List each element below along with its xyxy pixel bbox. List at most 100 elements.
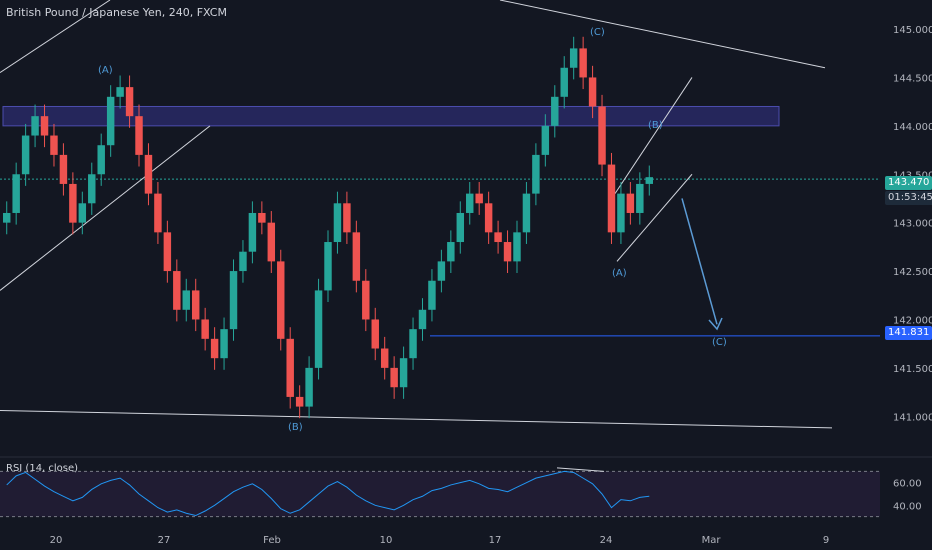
candle-body bbox=[78, 203, 87, 223]
projection-arrow bbox=[681, 198, 718, 325]
candle-body bbox=[513, 232, 521, 262]
candle-body bbox=[239, 251, 247, 272]
candle-body bbox=[371, 319, 379, 349]
projection-arrowhead bbox=[708, 317, 723, 331]
candle-body bbox=[305, 367, 313, 407]
candle-body bbox=[267, 222, 276, 262]
wedge-top bbox=[614, 77, 693, 194]
candle-body bbox=[626, 193, 635, 213]
price-badge: 143.470 bbox=[885, 176, 932, 190]
candle-body bbox=[154, 193, 162, 233]
candle-body bbox=[182, 290, 190, 310]
candle-body bbox=[50, 135, 58, 155]
candle-body bbox=[380, 348, 389, 368]
x-tick-label: 20 bbox=[50, 535, 63, 546]
candle-body bbox=[390, 367, 398, 388]
candle-body bbox=[277, 261, 285, 339]
candle-body bbox=[116, 87, 124, 97]
candle-body bbox=[645, 177, 653, 184]
candle-body bbox=[125, 87, 134, 117]
candle-body bbox=[522, 193, 531, 233]
wave-label: (B) bbox=[648, 120, 663, 131]
y-tick-label: 143.500 bbox=[893, 170, 932, 181]
candle-body bbox=[418, 309, 427, 330]
candle-body bbox=[258, 212, 266, 223]
y-tick-label: 141.500 bbox=[893, 364, 932, 375]
x-tick-label: 17 bbox=[489, 535, 502, 546]
candle-body bbox=[560, 67, 568, 97]
candle-body bbox=[437, 261, 446, 281]
candle-body bbox=[541, 125, 550, 155]
y-tick-label: 144.500 bbox=[893, 73, 932, 84]
candle-body bbox=[248, 212, 257, 252]
rsi-tick-label: 60.00 bbox=[893, 479, 922, 490]
wave-label: (C) bbox=[712, 337, 727, 348]
lower-trendline bbox=[0, 409, 833, 429]
y-tick-label: 145.000 bbox=[893, 25, 932, 36]
x-tick-label: Mar bbox=[702, 535, 722, 546]
candle-body bbox=[144, 154, 153, 194]
candle-body bbox=[447, 242, 455, 262]
candle-body bbox=[201, 319, 209, 339]
candle-body bbox=[598, 106, 606, 165]
left-channel-top bbox=[0, 0, 111, 74]
y-tick-label: 142.000 bbox=[893, 315, 932, 326]
left-channel-bottom bbox=[0, 125, 211, 291]
candle-body bbox=[97, 145, 105, 175]
x-tick-label: Feb bbox=[263, 535, 281, 546]
candle-body bbox=[88, 174, 96, 204]
candle-body bbox=[607, 164, 616, 233]
candle-body bbox=[617, 193, 625, 233]
candle-body bbox=[409, 329, 417, 359]
candle-body bbox=[173, 271, 181, 310]
upper-trendline bbox=[499, 0, 826, 69]
candle-body bbox=[428, 280, 436, 310]
x-tick-label: 9 bbox=[823, 535, 829, 546]
candle-body bbox=[456, 212, 465, 243]
candle-body bbox=[12, 174, 20, 213]
candle-body bbox=[333, 203, 342, 243]
candle-body bbox=[59, 154, 68, 184]
candle-body bbox=[31, 116, 39, 136]
rsi-line bbox=[6, 470, 650, 517]
candle-body bbox=[588, 77, 597, 107]
wedge-bottom bbox=[616, 173, 693, 262]
candle-body bbox=[69, 183, 77, 223]
wave-label: (B) bbox=[288, 422, 303, 433]
rsi-tick-label: 40.00 bbox=[893, 501, 922, 512]
candle-body bbox=[636, 183, 644, 213]
candle-body bbox=[362, 280, 370, 320]
candle-body bbox=[475, 193, 483, 204]
candle-body bbox=[295, 396, 304, 407]
candle-body bbox=[569, 48, 578, 68]
y-tick-label: 141.000 bbox=[893, 412, 932, 423]
candle-body bbox=[503, 242, 512, 262]
candle-body bbox=[106, 96, 115, 146]
candle-body bbox=[163, 232, 172, 272]
candle-body bbox=[466, 193, 474, 213]
resistance-zone bbox=[2, 105, 780, 127]
candle-body bbox=[220, 329, 228, 359]
price-axis bbox=[880, 0, 932, 550]
candle-body bbox=[3, 212, 11, 223]
candle-body bbox=[40, 116, 49, 136]
x-tick-label: 10 bbox=[380, 535, 393, 546]
candle-body bbox=[399, 358, 408, 388]
candle-body bbox=[191, 290, 200, 320]
candle-body bbox=[229, 271, 238, 330]
candle-body bbox=[21, 135, 30, 175]
candle-body bbox=[135, 116, 143, 155]
candle-body bbox=[286, 338, 294, 397]
candle-body bbox=[314, 290, 323, 368]
candle-body bbox=[532, 154, 540, 194]
candle-body bbox=[210, 338, 219, 359]
y-tick-label: 142.500 bbox=[893, 267, 932, 278]
candle-body bbox=[343, 203, 351, 233]
candle-body bbox=[484, 203, 493, 233]
wave-label: (A) bbox=[98, 65, 113, 76]
chart-title: British Pound / Japanese Yen, 240, FXCM bbox=[6, 6, 227, 19]
candle-body bbox=[494, 232, 502, 243]
rsi-label: RSI (14, close) bbox=[6, 463, 79, 474]
candle-body bbox=[352, 232, 361, 281]
